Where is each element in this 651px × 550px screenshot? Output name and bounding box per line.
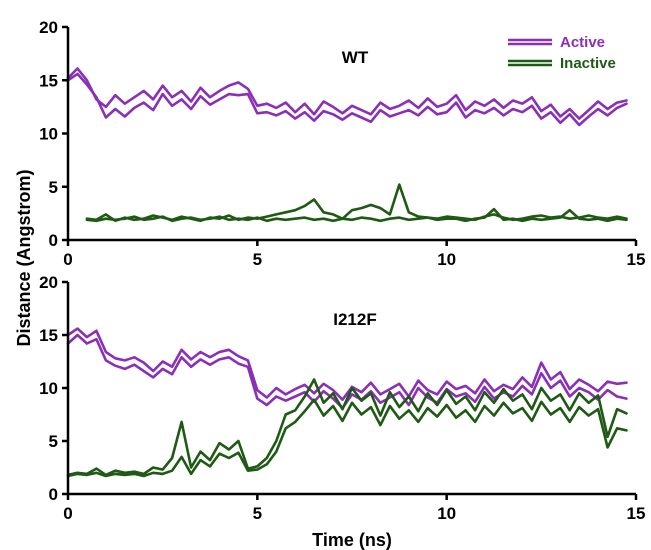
x-tick-label: 10 bbox=[437, 504, 456, 523]
y-tick-label: 20 bbox=[39, 273, 58, 292]
x-tick-label: 15 bbox=[627, 250, 646, 269]
series-line-active-1 bbox=[66, 327, 628, 401]
x-tick-label: 15 bbox=[627, 504, 646, 523]
y-tick-label: 10 bbox=[39, 379, 58, 398]
legend-label-active: Active bbox=[560, 34, 605, 51]
y-axis-title: Distance (Angstrom) bbox=[14, 169, 34, 346]
series-line-inactive-3 bbox=[66, 378, 628, 477]
y-tick-label: 10 bbox=[39, 125, 58, 144]
panel-title: I212F bbox=[333, 310, 376, 329]
y-tick-label: 15 bbox=[39, 71, 58, 90]
y-tick-label: 5 bbox=[49, 432, 58, 451]
y-tick-label: 5 bbox=[49, 178, 58, 197]
x-tick-label: 0 bbox=[63, 504, 72, 523]
x-tick-label: 10 bbox=[437, 250, 456, 269]
x-tick-label: 5 bbox=[253, 250, 262, 269]
series-line-inactive-4 bbox=[85, 207, 628, 223]
series-line-active-2 bbox=[66, 72, 628, 127]
x-tick-label: 0 bbox=[63, 250, 72, 269]
panel-title: WT bbox=[342, 48, 369, 67]
x-axis-title: Time (ns) bbox=[312, 530, 392, 550]
series-line-active-1 bbox=[66, 67, 628, 120]
y-tick-label: 0 bbox=[49, 231, 58, 250]
series-line-inactive-3 bbox=[85, 183, 628, 223]
legend-label-inactive: Inactive bbox=[560, 55, 616, 72]
panel-i212f: 0 5 10 15 20 0 5 10 15 I212F bbox=[39, 273, 645, 523]
y-tick-label: 15 bbox=[39, 326, 58, 345]
panel-wt: 0 5 10 15 20 0 5 10 15 WT bbox=[39, 18, 645, 269]
legend: Active Inactive bbox=[508, 34, 616, 72]
y-tick-label: 0 bbox=[49, 485, 58, 504]
series-line-inactive-4 bbox=[66, 398, 628, 478]
x-tick-label: 5 bbox=[253, 504, 262, 523]
y-tick-label: 20 bbox=[39, 18, 58, 37]
